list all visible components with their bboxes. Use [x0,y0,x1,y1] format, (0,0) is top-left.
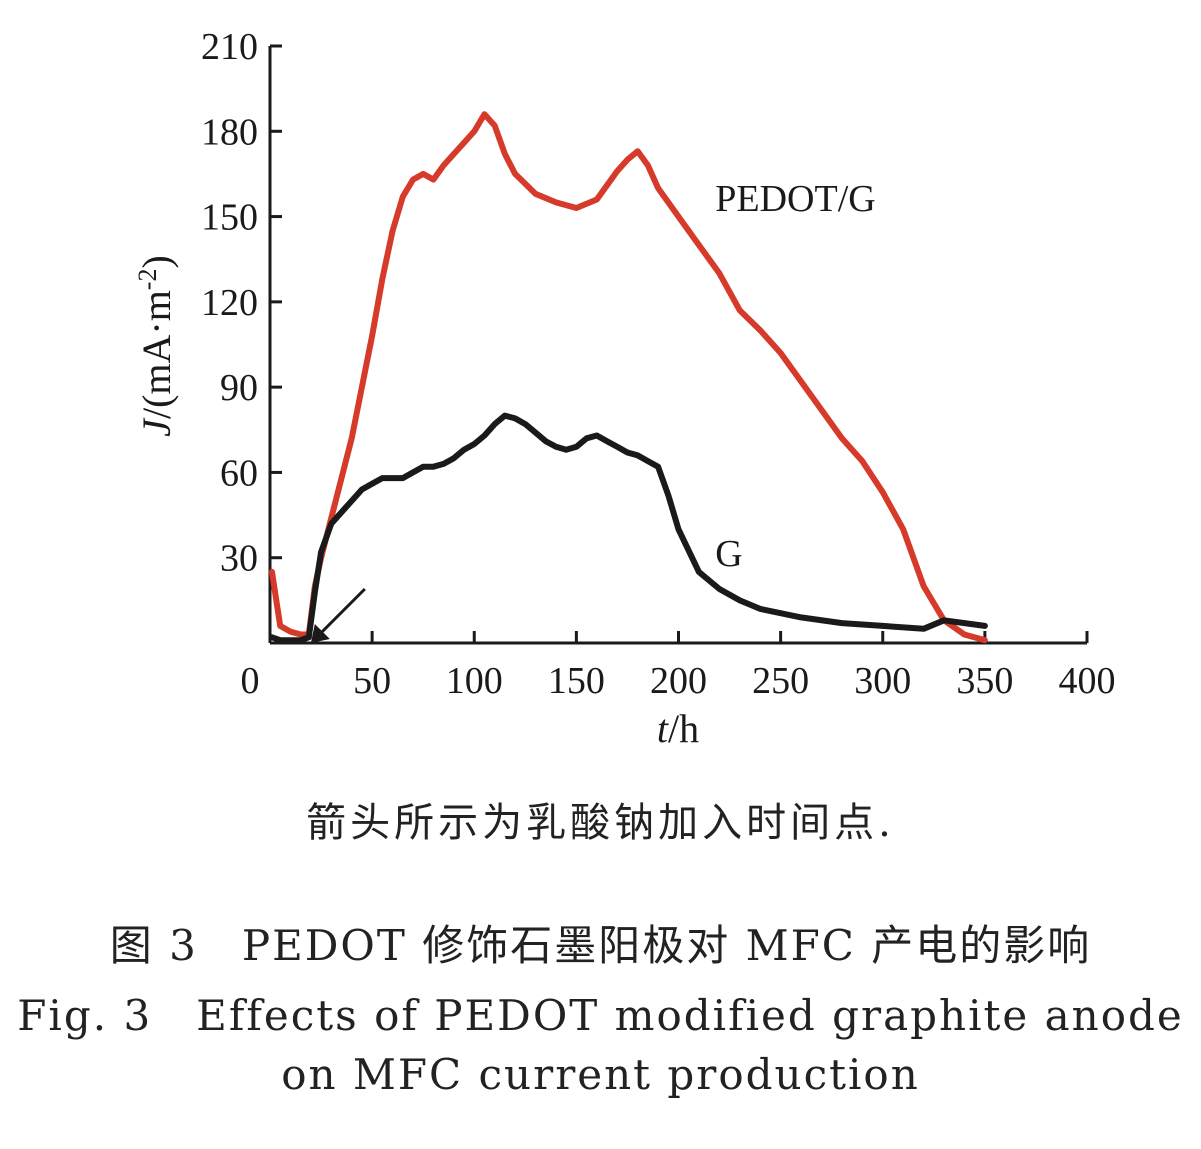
chart-note: 箭头所示为乳酸钠加入时间点. [306,800,895,846]
x-tick-label: 300 [854,660,911,702]
x-tick-label: 200 [650,660,707,702]
axes: 0 50 100 150 200 250 300 350 400 30 60 90 120 150 180 2… [201,26,1116,702]
y-tick-label: 150 [201,197,258,239]
y-tick-label: 30 [220,538,258,580]
figure-caption-chinese: 图 3 PEDOT 修饰石墨阳极对 MFC 产电的影响 [109,921,1092,970]
series-label-pedot-g: PEDOT/G [715,178,875,220]
y-axis-title-italic: J [134,417,179,437]
x-axis-title-italic: t [657,706,669,751]
y-tick-label: 180 [201,111,258,153]
series-line-g [269,412,988,644]
x-tick-label: 250 [752,660,809,702]
series-layer [269,111,988,644]
y-axis-title-close: ) [134,255,179,268]
y-tick-label: 60 [220,452,258,494]
series-label-g: G [715,533,742,575]
x-axis-title-text: t/h [657,706,699,751]
x-tick-label: 100 [446,660,503,702]
figure-caption-english-line2: on MFC current production [281,1050,920,1099]
addition-arrow-icon [310,587,366,643]
y-axis-title-unit: /(mA·m [134,290,179,419]
x-axis-title: t/h [657,706,699,751]
y-axis-title-text: J/(mA·m-2) [133,255,179,437]
figure-caption-english-line1: Fig. 3 Effects of PEDOT modified graphit… [17,991,1184,1040]
series-line-pedot-g [269,111,988,644]
y-tick-label: 210 [201,26,258,68]
y-tick-label: 120 [201,282,258,324]
line-chart: 0 50 100 150 200 250 300 350 400 30 60 90 120 150 180 2… [133,26,1116,751]
y-axis-title: J/(mA·m-2) [133,255,179,437]
labels-layer: PEDOT/G G [310,178,876,643]
x-axis-title-unit: /h [668,706,699,751]
x-tick-label: 0 [241,660,260,702]
x-tick-label: 150 [548,660,605,702]
x-tick-label: 350 [956,660,1013,702]
y-axis-title-superscript: -2 [133,269,162,291]
x-tick-label: 50 [353,660,391,702]
x-tick-label: 400 [1059,660,1116,702]
y-tick-label: 90 [220,367,258,409]
